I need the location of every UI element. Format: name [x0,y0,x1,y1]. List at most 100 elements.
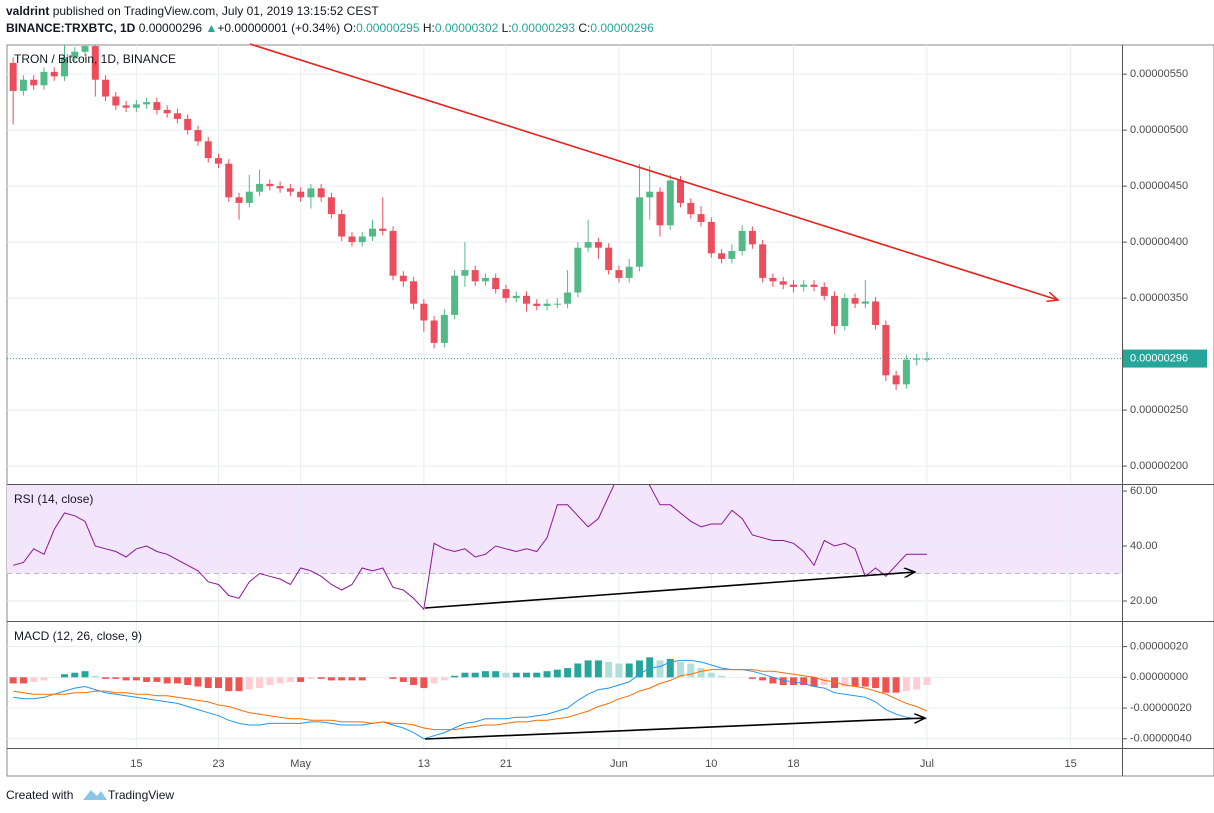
histogram-bar [564,668,572,678]
histogram-bar [687,663,695,678]
pane [7,485,1122,620]
y-tick-label: 0.00000020 [1130,640,1188,652]
histogram-bar [410,677,418,685]
histogram-bar [913,677,921,690]
candle-body [348,236,356,243]
x-tick-label: 15 [1065,758,1077,770]
candle-body [820,286,828,296]
y-tick-label: 40.00 [1130,540,1158,552]
candle-body [831,295,839,327]
low-value: 0.00000293 [512,21,576,35]
candle-body [533,303,541,306]
histogram-bar [553,669,561,678]
candle-body [91,46,99,80]
symbol-line: BINANCE:TRXBTC, 1D 0.00000296 ▲+0.000000… [6,21,654,35]
histogram-bar [810,677,818,687]
candle-body [481,277,489,282]
candle-body [635,197,643,267]
histogram-bar [471,672,479,678]
candle-body [132,104,140,108]
candle-body [738,230,746,252]
candle-body [297,191,305,198]
candle-body [851,298,859,304]
candle-body [194,130,202,142]
symbol: BINANCE:TRXBTC, 1D [6,21,136,35]
candle-body [789,284,797,287]
y-tick-label: 0.00000500 [1130,124,1188,136]
plot-layer: 0.00000550 0.00000500 0.00000450 0.00000400… [7,45,1207,770]
y-tick-label: 20.00 [1130,595,1158,607]
candle-body [184,118,192,131]
histogram-bar [60,674,68,678]
candle-body [707,221,715,254]
candle-body [204,141,212,159]
histogram-bar [91,675,99,678]
candle-body [122,105,130,108]
histogram-bar [523,672,531,678]
candle-body [71,51,79,58]
x-tick-label: 13 [418,758,430,770]
histogram-bar [348,677,356,681]
histogram-bar [574,663,582,678]
candle-body [759,244,767,278]
histogram-bar [266,677,274,685]
histogram-bar [461,672,469,678]
candle-body [327,197,335,215]
histogram-bar [677,661,685,678]
rsi-band [7,485,1122,574]
histogram-bar [923,677,931,685]
x-tick-label: 21 [500,758,512,770]
candle-body [615,270,623,278]
last-price-label: 0.00000296 [1130,352,1188,364]
candle-body [256,183,264,192]
histogram-bar [317,677,325,679]
pane-title: RSI (14, close) [14,492,93,506]
candle-body [779,281,787,285]
pane [7,622,1122,748]
candle-body [594,242,602,248]
candle-body [471,270,479,282]
histogram-bar [502,672,510,678]
high-value: 0.00000302 [435,21,499,35]
candle-body [19,79,27,91]
histogram-bar [9,677,17,684]
last-price-tag [1123,349,1207,368]
histogram-bar [194,677,202,687]
histogram-bar [225,677,233,692]
candle-body [553,303,561,305]
histogram-bar [512,672,520,678]
candle-body [605,247,613,271]
histogram-bar [666,658,674,678]
y-tick-label: 0.00000250 [1130,404,1188,416]
candle-body [923,358,931,360]
candle-body [451,275,459,315]
candle-body [143,102,151,105]
histogram-bar [173,677,181,684]
histogram-bar [112,677,120,679]
pane-title: TRON / Bitcoin, 1D, BINANCE [14,52,176,66]
histogram-bar [769,677,777,684]
candle-body [656,191,664,226]
histogram-bar [184,677,192,685]
histogram-bar [245,677,253,690]
histogram-bar [543,671,551,678]
candle-body [40,71,48,86]
histogram-bar [892,677,900,693]
histogram-bar [533,672,541,678]
candle-body [112,96,120,106]
candle-body [410,281,418,304]
candle-body [646,191,654,198]
candle-body [512,295,520,299]
candle-body [358,236,366,243]
histogram-bar [902,677,910,692]
histogram-bar [399,677,407,682]
published: published on TradingView.com, July 01, 2… [53,4,380,18]
histogram-bar [861,677,869,687]
candle-body [50,71,58,77]
candle-body [502,289,510,299]
histogram-bar [143,677,151,682]
candle-body [266,183,274,187]
histogram-bar [420,677,428,689]
y-tick-label: 0.00000000 [1130,671,1188,683]
